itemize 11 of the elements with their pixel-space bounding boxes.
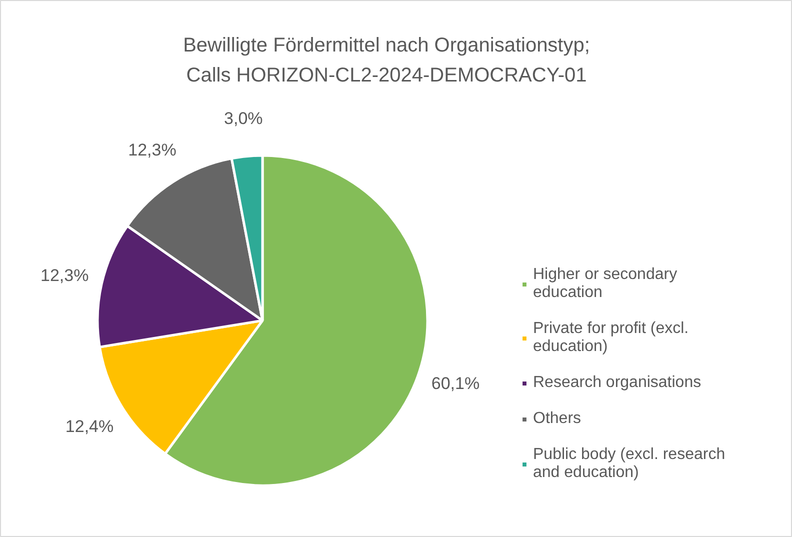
data-label: 60,1% xyxy=(431,374,480,393)
chart-title: Bewilligte Fördermittel nach Organisationstyp; Calls HORIZON-CL2-2024-DEMOCRACY-01 xyxy=(183,34,590,86)
legend-label: Research organisations xyxy=(533,374,702,392)
legend-label: Private for profit (excl. education) xyxy=(533,320,689,356)
data-label: 3,0% xyxy=(224,108,263,128)
legend-label: Public body (excl. research and education) xyxy=(533,446,726,482)
data-label: 12,4% xyxy=(65,417,114,436)
legend-label: Higher or secondary education xyxy=(533,266,678,302)
data-label: 12,3% xyxy=(40,266,89,285)
legend-label: Others xyxy=(533,410,582,428)
data-label: 12,3% xyxy=(128,140,176,160)
